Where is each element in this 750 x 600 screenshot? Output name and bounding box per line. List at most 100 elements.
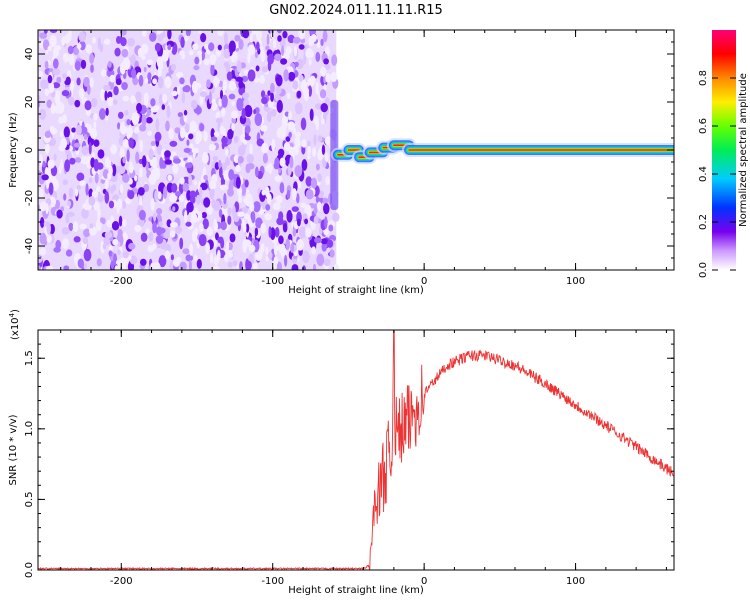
noise-speck [298, 226, 306, 239]
noise-speck [212, 200, 221, 211]
noise-speck [162, 30, 166, 38]
noise-speck [296, 218, 301, 227]
noise-speck [279, 182, 285, 194]
noise-speck [234, 164, 241, 173]
noise-speck [276, 245, 281, 251]
colorbar: 0.0 0.2 0.4 0.6 0.8 Normalized spectral ampl… [698, 30, 749, 278]
noise-speck [143, 66, 147, 73]
noise-speck [88, 142, 92, 155]
noise-speck [296, 193, 300, 204]
noise-speck [76, 77, 81, 86]
noise-speck [275, 196, 283, 202]
noise-speck [122, 218, 127, 227]
noise-speck [73, 236, 81, 243]
noise-speck [77, 258, 84, 269]
noise-speck [93, 139, 100, 147]
noise-speck [125, 127, 134, 141]
noise-speck [67, 45, 74, 55]
noise-speck [245, 258, 250, 270]
noise-speck [288, 110, 292, 120]
noise-speck [139, 167, 143, 178]
noise-speck [113, 86, 119, 96]
noise-speck [193, 254, 198, 262]
noise-speck [140, 232, 148, 243]
noise-speck [324, 152, 329, 162]
noise-speck [302, 213, 308, 220]
noise-speck [282, 222, 288, 233]
noise-speck [298, 44, 305, 50]
noise-speck [190, 99, 198, 110]
noise-speck [73, 142, 81, 148]
colorbar-gradient [712, 30, 736, 270]
y-tick-label: 1.5 [24, 350, 35, 366]
noise-speck [156, 208, 163, 215]
noise-speck [183, 210, 188, 224]
noise-speck [150, 140, 156, 147]
noise-speck [268, 226, 272, 238]
noise-speck [78, 31, 87, 42]
noise-speck [152, 156, 158, 169]
noise-speck [155, 118, 160, 131]
noise-speck [65, 249, 73, 257]
noise-speck [184, 123, 190, 133]
noise-speck [172, 164, 179, 174]
noise-speck [285, 238, 291, 251]
noise-speck [218, 208, 223, 218]
noise-speck [210, 63, 215, 76]
noise-speck [313, 203, 318, 215]
noise-speck [208, 91, 212, 105]
noise-speck [131, 68, 137, 79]
noise-speck [156, 56, 164, 69]
noise-speck [315, 51, 321, 62]
noise-speck [107, 60, 112, 68]
noise-speck [231, 100, 235, 107]
noise-speck [214, 78, 218, 88]
noise-speck [85, 183, 89, 196]
noise-speck [83, 248, 92, 262]
noise-speck [107, 172, 112, 181]
noise-speck [195, 106, 202, 115]
noise-speck [324, 216, 328, 229]
noise-speck [296, 90, 302, 99]
noise-speck [169, 221, 178, 228]
noise-speck [188, 50, 194, 56]
noise-speck [38, 256, 43, 264]
colorbar-tick-label: 0.6 [698, 118, 709, 134]
noise-speck [186, 201, 194, 213]
noise-speck [291, 188, 297, 201]
noise-speck [192, 43, 199, 51]
noise-speck [303, 253, 310, 261]
noise-speck [97, 191, 101, 201]
y-tick-label: 20 [24, 96, 35, 109]
noise-speck [286, 210, 293, 223]
noise-speck [278, 235, 284, 245]
noise-speck [212, 155, 219, 161]
noise-speck [112, 99, 118, 105]
snr-ylabel: SNR (10 * v/v) [8, 414, 19, 485]
noise-speck [198, 233, 207, 247]
noise-speck [99, 43, 104, 53]
noise-speck [108, 245, 113, 252]
noise-speck [254, 77, 260, 83]
noise-speck [148, 148, 154, 161]
noise-speck [255, 65, 260, 72]
noise-speck [39, 153, 43, 167]
noise-speck [206, 226, 213, 237]
noise-speck [179, 261, 187, 270]
noise-speck [208, 144, 217, 151]
noise-speck [89, 226, 97, 236]
noise-speck [56, 209, 63, 219]
x-tick-label: 100 [566, 576, 585, 587]
noise-speck [286, 92, 291, 100]
noise-speck [323, 58, 329, 65]
noise-speck [203, 197, 211, 208]
noise-speck [267, 251, 273, 260]
noise-speck [149, 31, 157, 42]
noise-speck [83, 133, 88, 140]
noise-speck [106, 219, 114, 228]
noise-speck [300, 117, 307, 131]
noise-speck [300, 202, 307, 208]
noise-speck [89, 112, 95, 119]
noise-speck [201, 211, 207, 219]
noise-speck [332, 212, 340, 223]
